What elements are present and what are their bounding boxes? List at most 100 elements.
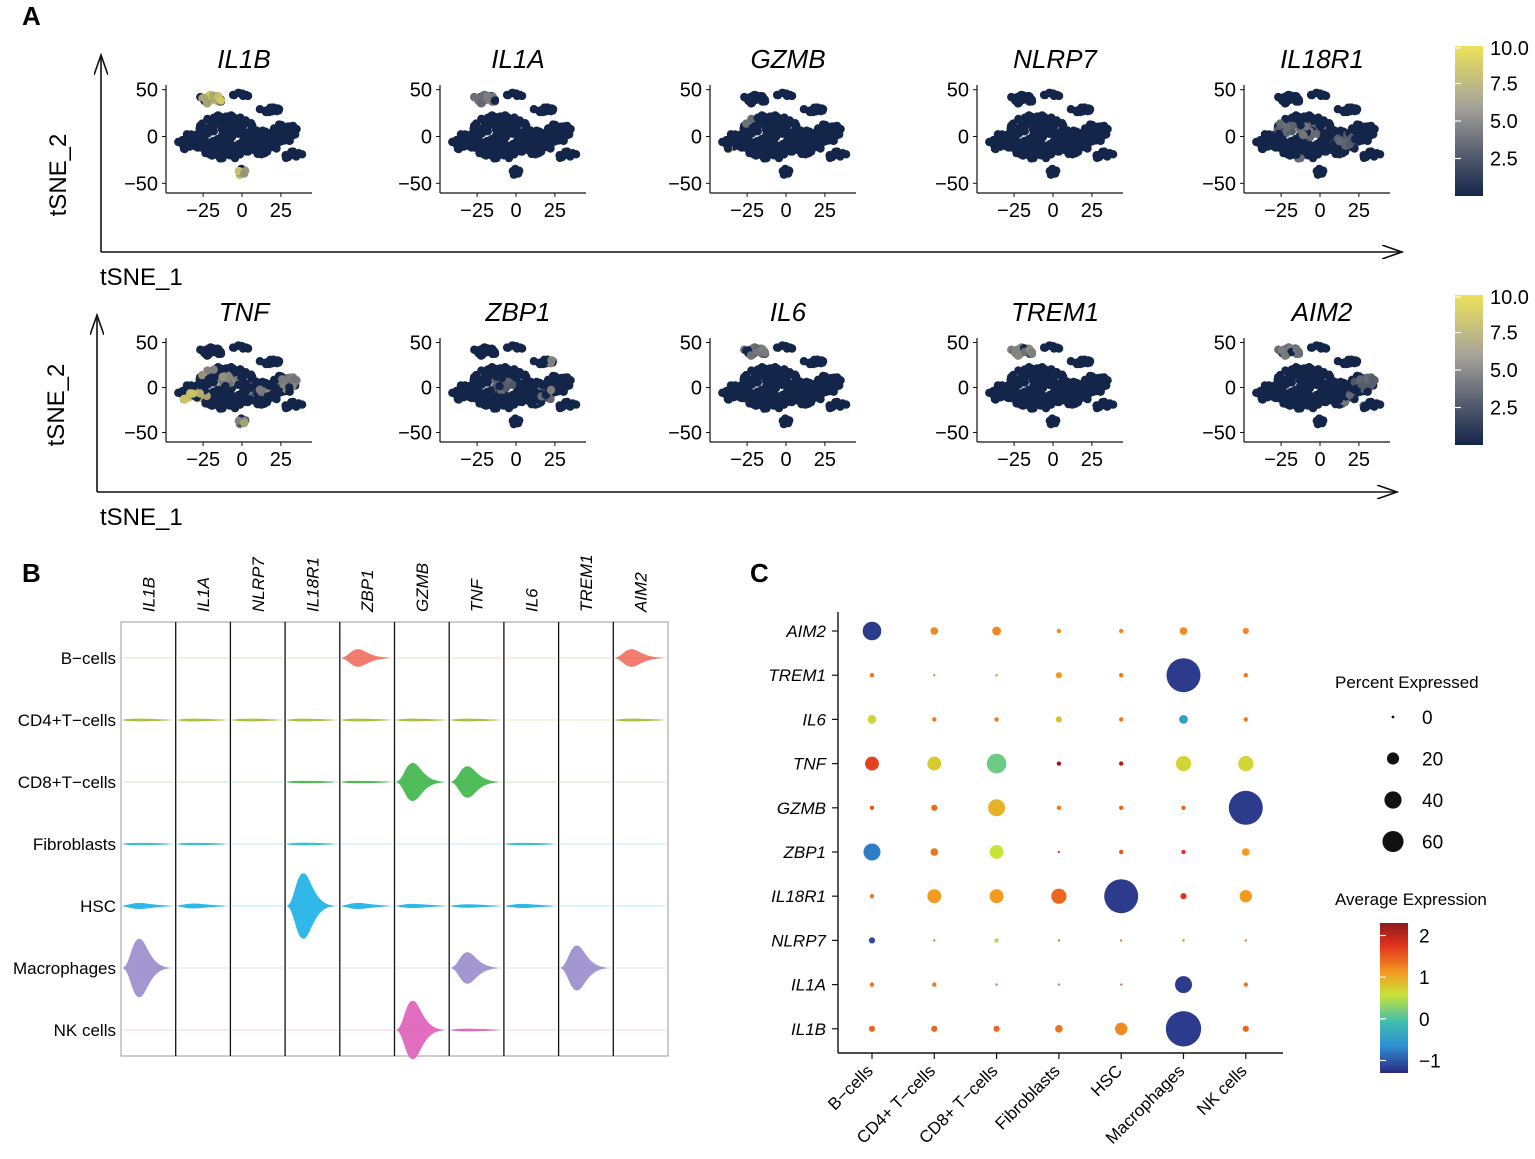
violin-cell-label: Fibroblasts <box>33 835 116 854</box>
tsne-point <box>546 385 556 395</box>
tsne-point <box>748 375 757 384</box>
tsne-point <box>559 136 568 145</box>
violin-shape <box>122 938 170 998</box>
tsne-row-1-ylabel: tSNE_2 <box>45 134 72 217</box>
tsne-point <box>552 375 561 384</box>
tsne-point <box>834 123 843 133</box>
tsne-point <box>1287 113 1296 123</box>
dot-point <box>930 848 939 856</box>
tsne-point <box>721 387 730 396</box>
dot-point <box>930 627 939 635</box>
tsne-y-tick-label: 0 <box>147 127 158 149</box>
size-legend-label: 40 <box>1422 791 1443 812</box>
tsne-point <box>778 129 787 138</box>
tsne-point <box>1350 385 1360 395</box>
tsne-point <box>1018 151 1028 160</box>
tsne-point <box>230 148 239 157</box>
tsne-point <box>272 134 282 144</box>
color-legend-gradient <box>1380 923 1408 1073</box>
tsne-point <box>1356 123 1365 133</box>
tsne-point <box>1101 375 1110 384</box>
tsne-x-tick-label: 25 <box>270 449 292 471</box>
tsne-point <box>1267 382 1276 392</box>
tsne-point <box>541 140 550 149</box>
tsne-title-il6: IL6 <box>770 297 807 327</box>
tsne-point <box>765 364 775 373</box>
tsne-point <box>756 135 766 144</box>
tsne-point <box>988 136 997 146</box>
tsne-point <box>1023 135 1033 144</box>
tsne-point <box>1273 389 1283 398</box>
tsne-point <box>462 138 471 148</box>
violin-gene-label: IL6 <box>522 588 541 612</box>
dot-point <box>1238 755 1254 772</box>
tsne-point <box>218 372 227 381</box>
tsne-point <box>451 136 460 146</box>
tsne-point <box>216 96 226 105</box>
tsne-point <box>1049 342 1058 351</box>
tsne-point <box>492 372 501 381</box>
tsne-point <box>1351 356 1360 365</box>
tsne-x-tick-label: 25 <box>814 200 836 222</box>
dot-gene-label: IL1B <box>791 1020 826 1039</box>
tsne-point <box>1032 112 1042 121</box>
tsne-point <box>1282 123 1291 133</box>
violin-shape <box>451 1028 498 1032</box>
tsne-point <box>1344 356 1354 365</box>
dot-point <box>1056 628 1062 634</box>
tsne-point <box>1318 418 1327 428</box>
tsne-colorbar-tick-label: 7.5 <box>1490 74 1518 96</box>
tsne-point <box>1032 382 1041 391</box>
tsne-title-trem1: TREM1 <box>1011 297 1099 327</box>
tsne-point <box>1285 401 1295 410</box>
tsne-point <box>1257 394 1267 404</box>
tsne-title-gzmb: GZMB <box>750 44 825 74</box>
tsne-x-tick-label: 0 <box>780 200 791 222</box>
tsne-point <box>512 342 521 351</box>
tsne-point <box>486 135 496 144</box>
tsne-point <box>1308 148 1317 157</box>
violin-gene-label: IL1B <box>139 577 158 612</box>
dot-point <box>933 674 936 677</box>
tsne-colorbar-tick-label: 10.0 <box>1490 38 1529 60</box>
tsne-point <box>240 169 249 178</box>
tsne-panel-tnf: TNF 50 0 −50 −25 0 25 <box>124 297 312 471</box>
tsne-point <box>481 151 491 160</box>
dot-point <box>1244 939 1248 942</box>
tsne-point <box>1093 402 1102 411</box>
tsne-point <box>1039 90 1049 100</box>
tsne-point <box>772 343 782 352</box>
size-legend-items: 0 20 40 60 <box>1382 708 1443 854</box>
dot-point <box>931 804 938 811</box>
tsne-point <box>1048 120 1057 130</box>
tsne-point <box>476 351 486 360</box>
dot-cell-label: HSC <box>1087 1061 1126 1100</box>
tsne-title-nlrp7: NLRP7 <box>1013 44 1098 74</box>
tsne-point <box>188 138 197 148</box>
tsne-point <box>1290 386 1300 395</box>
tsne-point <box>780 113 789 122</box>
violin-shape <box>615 649 662 667</box>
color-legend-ticks: 2 1 0 −1 <box>1380 927 1441 1073</box>
tsne-point <box>1335 137 1344 146</box>
tsne-point <box>177 387 186 396</box>
tsne-point <box>988 387 997 396</box>
violin-shape <box>122 902 170 910</box>
tsne-point <box>564 375 573 384</box>
dot-point <box>1242 1025 1249 1032</box>
tsne-point <box>782 89 791 98</box>
dot-point <box>869 673 875 678</box>
dot-gene-label: TNF <box>793 755 828 774</box>
dot-point <box>995 674 998 677</box>
tsne-point <box>1360 402 1369 411</box>
tsne-points <box>718 341 851 429</box>
tsne-point <box>1306 343 1316 352</box>
tsne-x-tick-label: 0 <box>1314 449 1325 471</box>
tsne-point <box>1296 372 1305 381</box>
tsne-point <box>1334 395 1344 404</box>
tsne-point <box>1315 372 1324 381</box>
dot-point <box>1119 805 1124 810</box>
tsne-y-tick-label: 0 <box>691 127 702 149</box>
tsne-point <box>195 138 204 147</box>
